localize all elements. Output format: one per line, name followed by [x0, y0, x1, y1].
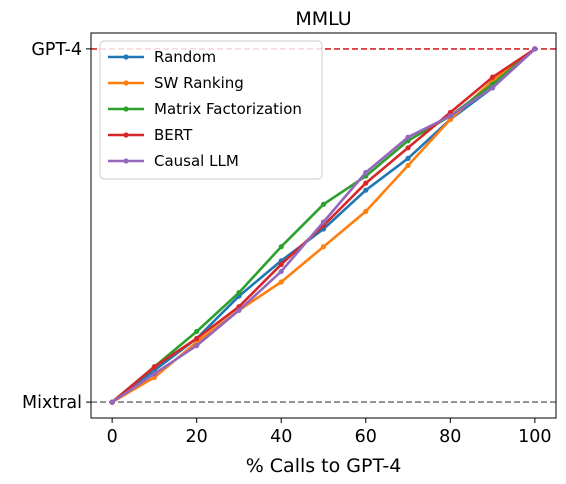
x-tick-label-3: 60	[355, 427, 377, 447]
data-point-1-6	[363, 208, 369, 214]
legend-marker-2	[123, 106, 129, 112]
data-point-3-7	[405, 145, 411, 151]
data-point-4-3	[236, 307, 242, 313]
legend-marker-0	[123, 54, 129, 60]
data-point-0-7	[405, 155, 411, 161]
data-point-2-2	[194, 328, 200, 335]
x-axis-title: % Calls to GPT-4	[246, 455, 402, 477]
legend-label-0: Random	[154, 48, 216, 66]
data-point-1-7	[405, 162, 411, 169]
data-point-2-3	[236, 290, 242, 296]
data-point-4-6	[363, 169, 369, 176]
y-tick-label-1: GPT-4	[31, 40, 82, 60]
data-point-3-1	[151, 364, 158, 370]
legend-marker-3	[123, 132, 129, 138]
x-tick-label-0: 0	[107, 427, 118, 447]
legend-label-3: BERT	[154, 126, 193, 144]
axes: 0 20 40 60 80 100 Mixtral GPT-4	[22, 40, 552, 447]
x-tick-label-5: 100	[518, 427, 551, 447]
data-point-4-4	[278, 268, 284, 275]
chart-title: MMLU	[295, 8, 351, 30]
data-point-4-2	[194, 342, 200, 349]
data-point-1-4	[278, 279, 284, 285]
data-point-3-9	[489, 74, 496, 80]
x-tick-label-1: 20	[186, 427, 208, 447]
legend-box	[99, 40, 323, 180]
data-point-3-2	[194, 335, 200, 342]
data-point-2-5	[320, 201, 327, 207]
data-point-3-6	[363, 180, 369, 186]
x-tick-label-2: 40	[270, 427, 292, 447]
legend-marker-4	[123, 158, 129, 164]
data-point-4-1	[151, 371, 158, 377]
plot-frame	[90, 32, 557, 419]
legend-marker-1	[123, 80, 129, 86]
x-tick-label-4: 80	[439, 427, 461, 447]
data-point-4-7	[405, 134, 411, 140]
data-point-4-0	[109, 399, 115, 405]
data-point-4-10	[532, 46, 538, 52]
legend-label-2: Matrix Factorization	[154, 100, 302, 118]
data-point-4-5	[320, 219, 327, 225]
plot-area	[91, 46, 556, 405]
legend-label-1: SW Ranking	[154, 74, 244, 92]
data-point-0-6	[363, 187, 369, 193]
data-point-4-9	[489, 85, 496, 91]
data-point-4-8	[447, 113, 453, 119]
legend-label-4: Causal LLM	[154, 152, 239, 170]
data-point-1-5	[320, 244, 327, 250]
y-tick-label-0: Mixtral	[22, 393, 82, 413]
data-point-2-4	[278, 244, 284, 250]
data-point-3-4	[278, 261, 284, 267]
legend: Random SW Ranking Matrix Factorization BERT…	[99, 40, 323, 180]
